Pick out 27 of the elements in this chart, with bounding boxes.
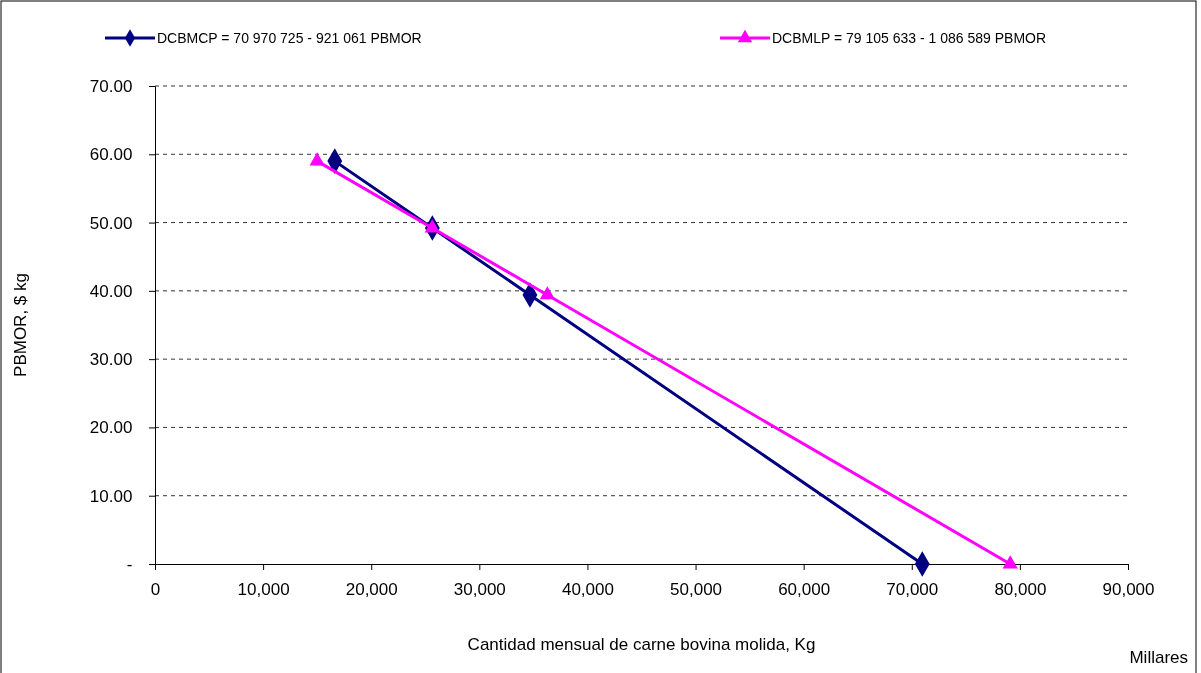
x-tick-label: 20,000 [345, 580, 398, 600]
x-tick-label: 30,000 [453, 580, 506, 600]
point [1002, 555, 1018, 569]
x-tick-label: 50,000 [670, 580, 723, 600]
y-tick-label: 50.00 [89, 213, 133, 233]
y-tick-label: 20.00 [89, 418, 133, 438]
legend-label: DCBMCP = 70 970 725 - 921 061 PBMOR [157, 30, 422, 46]
x-tick-label: 90,000 [1102, 580, 1155, 600]
y-tick-label: - [126, 554, 133, 574]
x-tick-label: 0 [150, 580, 161, 600]
y-tick-label: 60.00 [89, 145, 133, 165]
point [539, 286, 555, 300]
x-tick-label: 80,000 [994, 580, 1047, 600]
x-tick-label: 40,000 [561, 580, 614, 600]
x-axis-title: Cantidad mensual de carne bovina molida, Kg [467, 635, 816, 654]
y-tick-label: 30.00 [89, 350, 133, 370]
point [309, 152, 325, 166]
text: Millares [1129, 648, 1188, 667]
x-tick-label: 10,000 [237, 580, 290, 600]
legend-label: DCBMLP = 79 105 633 - 1 086 589 PBMOR [772, 30, 1047, 46]
point [424, 219, 440, 233]
x-tick-label: 60,000 [778, 580, 831, 600]
y-tick-label: 70.00 [89, 76, 133, 96]
y-tick-label: 40.00 [89, 281, 133, 301]
y-axis-title: PBMOR, $ kg [11, 273, 30, 377]
x-tick-label: 70,000 [886, 580, 939, 600]
y-tick-label: 10.00 [89, 486, 133, 506]
